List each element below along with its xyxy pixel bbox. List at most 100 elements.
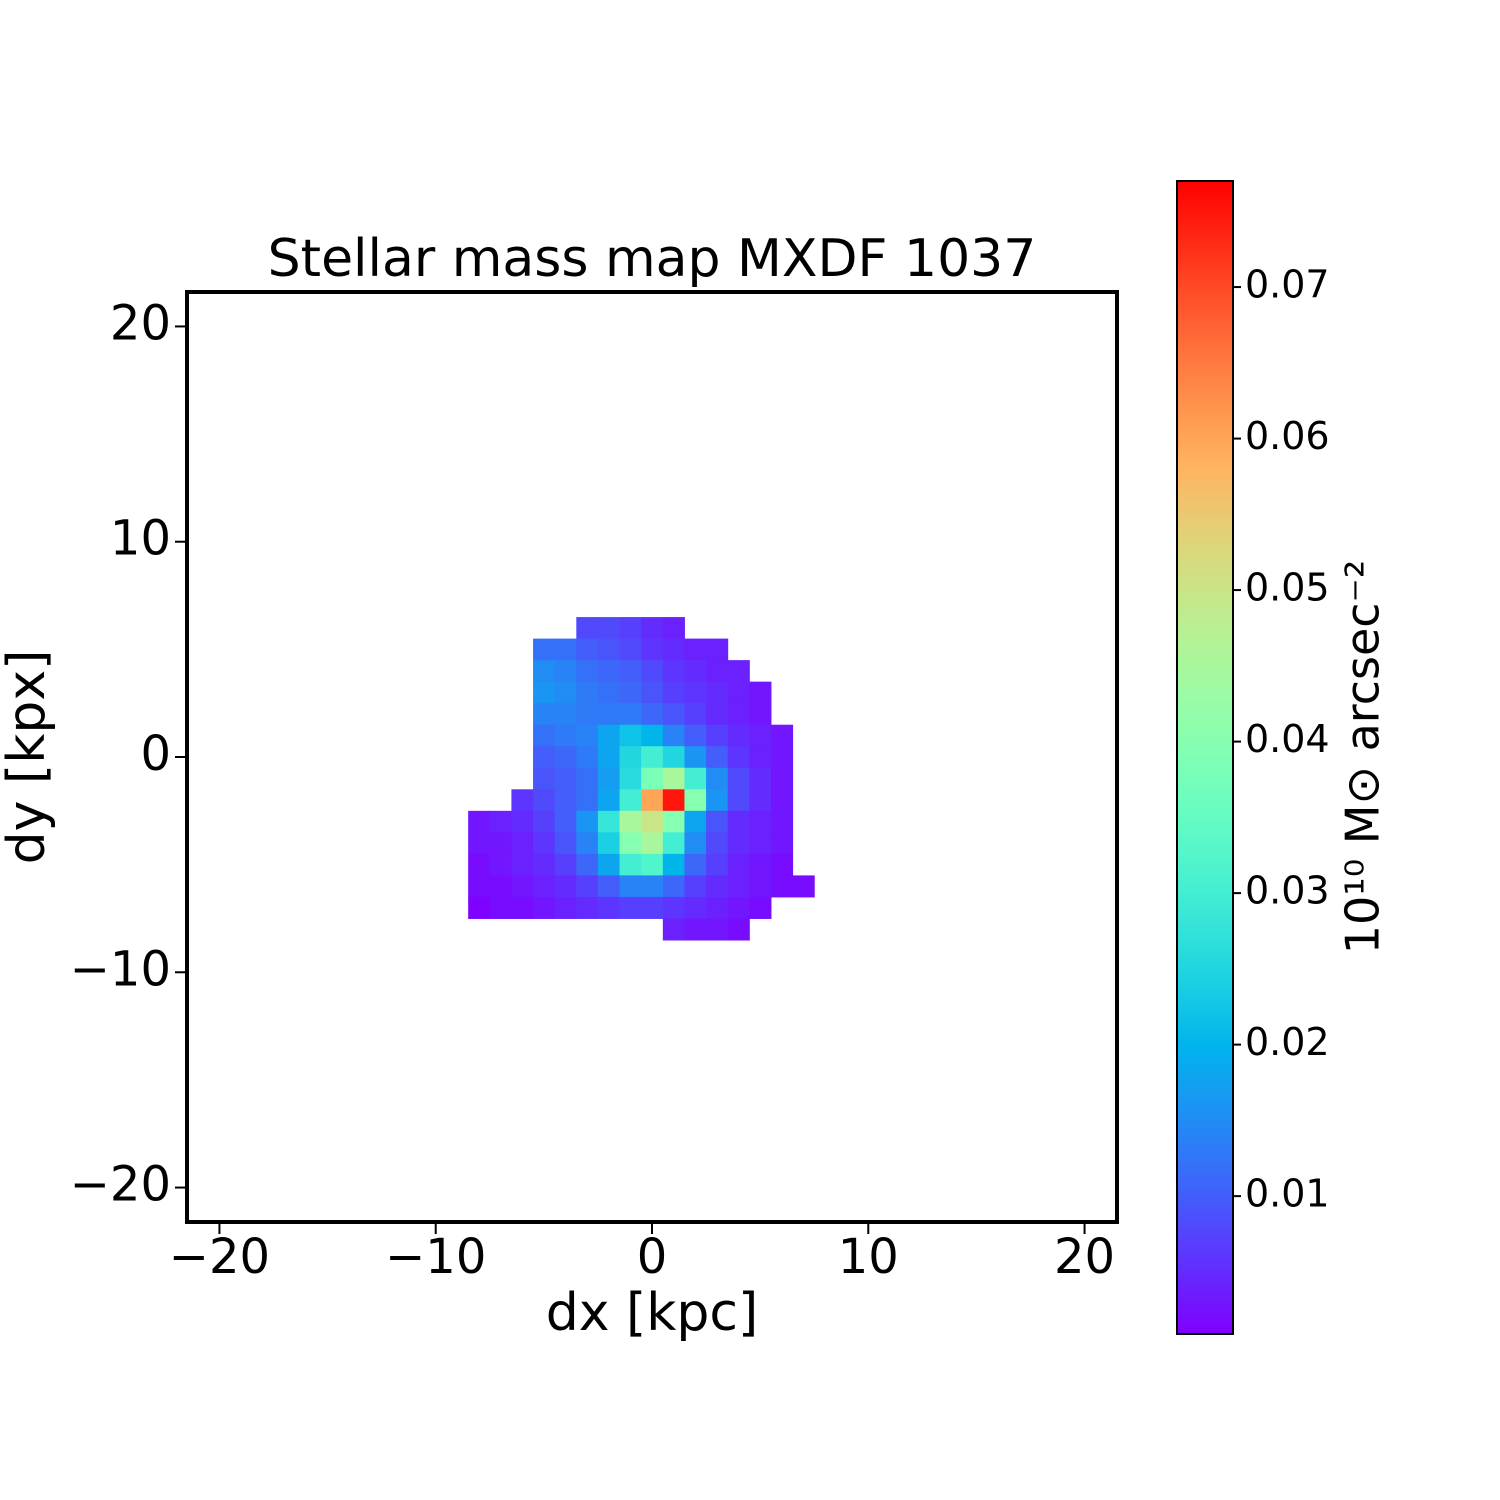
map-cell xyxy=(533,875,556,898)
map-cell xyxy=(684,724,707,747)
map-cell xyxy=(641,832,664,855)
map-cell xyxy=(576,660,599,683)
map-cell xyxy=(641,660,664,683)
colorbar-tick-label: 0.03 xyxy=(1245,869,1330,913)
map-cell xyxy=(576,617,599,640)
x-axis-label: dx [kpc] xyxy=(546,1283,759,1343)
map-cell xyxy=(576,832,599,855)
map-cell xyxy=(684,810,707,833)
map-cell xyxy=(641,638,664,661)
map-cell xyxy=(749,703,772,726)
map-cell xyxy=(641,810,664,833)
map-cell xyxy=(641,789,664,812)
map-cell xyxy=(576,896,599,919)
map-cell xyxy=(554,875,577,898)
map-cell xyxy=(597,724,621,747)
map-cell xyxy=(684,746,707,769)
map-cell xyxy=(770,767,794,790)
map-cell xyxy=(619,681,642,704)
map-cell xyxy=(770,853,794,876)
map-cell xyxy=(727,703,750,726)
map-cell xyxy=(489,875,512,898)
map-cell xyxy=(619,660,642,683)
map-cell xyxy=(684,681,707,704)
map-cell xyxy=(749,853,772,876)
map-cell xyxy=(554,896,577,919)
map-cell xyxy=(468,810,491,833)
map-cell xyxy=(554,832,577,855)
map-cell xyxy=(641,724,664,747)
map-cell xyxy=(749,832,772,855)
map-cell xyxy=(597,767,621,790)
map-cell xyxy=(597,703,621,726)
map-cell xyxy=(641,703,664,726)
map-cell xyxy=(727,832,750,855)
map-cell xyxy=(684,832,707,855)
map-cell xyxy=(597,832,621,855)
map-cell xyxy=(770,810,794,833)
map-cell xyxy=(684,789,707,812)
map-cell xyxy=(749,789,772,812)
map-cell xyxy=(641,896,664,919)
map-cell xyxy=(619,896,642,919)
map-cell xyxy=(554,810,577,833)
map-cell xyxy=(749,896,772,919)
map-cell xyxy=(727,810,750,833)
map-cell xyxy=(511,896,534,919)
map-cell xyxy=(619,810,642,833)
map-cell xyxy=(662,789,685,812)
colorbar-tick-label: 0.01 xyxy=(1245,1172,1330,1216)
map-cell xyxy=(684,660,707,683)
map-cell xyxy=(662,853,685,876)
map-cell xyxy=(619,724,642,747)
map-cell xyxy=(749,875,772,898)
x-tick-label: 0 xyxy=(637,1229,668,1285)
map-cell xyxy=(727,875,750,898)
map-cell xyxy=(727,660,750,683)
map-cell xyxy=(533,896,556,919)
map-cell xyxy=(554,789,577,812)
map-cell xyxy=(662,832,685,855)
y-tick-label: 0 xyxy=(140,726,171,782)
map-cell xyxy=(619,746,642,769)
map-cell xyxy=(489,832,512,855)
map-cell xyxy=(662,875,685,898)
map-cell xyxy=(770,789,794,812)
y-tick-label: 20 xyxy=(110,295,171,351)
x-tick-label: −20 xyxy=(169,1229,270,1285)
map-cell xyxy=(511,789,534,812)
colorbar-tick-label: 0.02 xyxy=(1245,1020,1330,1064)
map-cell xyxy=(554,724,577,747)
map-cell xyxy=(706,724,729,747)
colorbar-tick-label: 0.06 xyxy=(1245,414,1330,458)
map-cell xyxy=(727,724,750,747)
map-cell xyxy=(684,896,707,919)
map-cell xyxy=(641,746,664,769)
map-cell xyxy=(770,724,794,747)
map-cell xyxy=(554,746,577,769)
map-cell xyxy=(576,681,599,704)
map-cell xyxy=(706,918,729,941)
map-cell xyxy=(706,789,729,812)
map-cell xyxy=(597,896,621,919)
map-cell xyxy=(597,810,621,833)
map-cell xyxy=(727,853,750,876)
map-cell xyxy=(727,918,750,941)
map-cell xyxy=(554,638,577,661)
map-cell xyxy=(468,896,491,919)
map-cell xyxy=(619,875,642,898)
map-cell xyxy=(706,703,729,726)
map-cell xyxy=(706,896,729,919)
map-cell xyxy=(597,853,621,876)
map-cell xyxy=(662,617,685,640)
map-cell xyxy=(641,853,664,876)
map-cell xyxy=(533,767,556,790)
map-cell xyxy=(684,853,707,876)
map-cell xyxy=(597,617,621,640)
map-cell xyxy=(489,810,512,833)
map-cell xyxy=(533,853,556,876)
map-cell xyxy=(533,681,556,704)
map-cell xyxy=(511,853,534,876)
